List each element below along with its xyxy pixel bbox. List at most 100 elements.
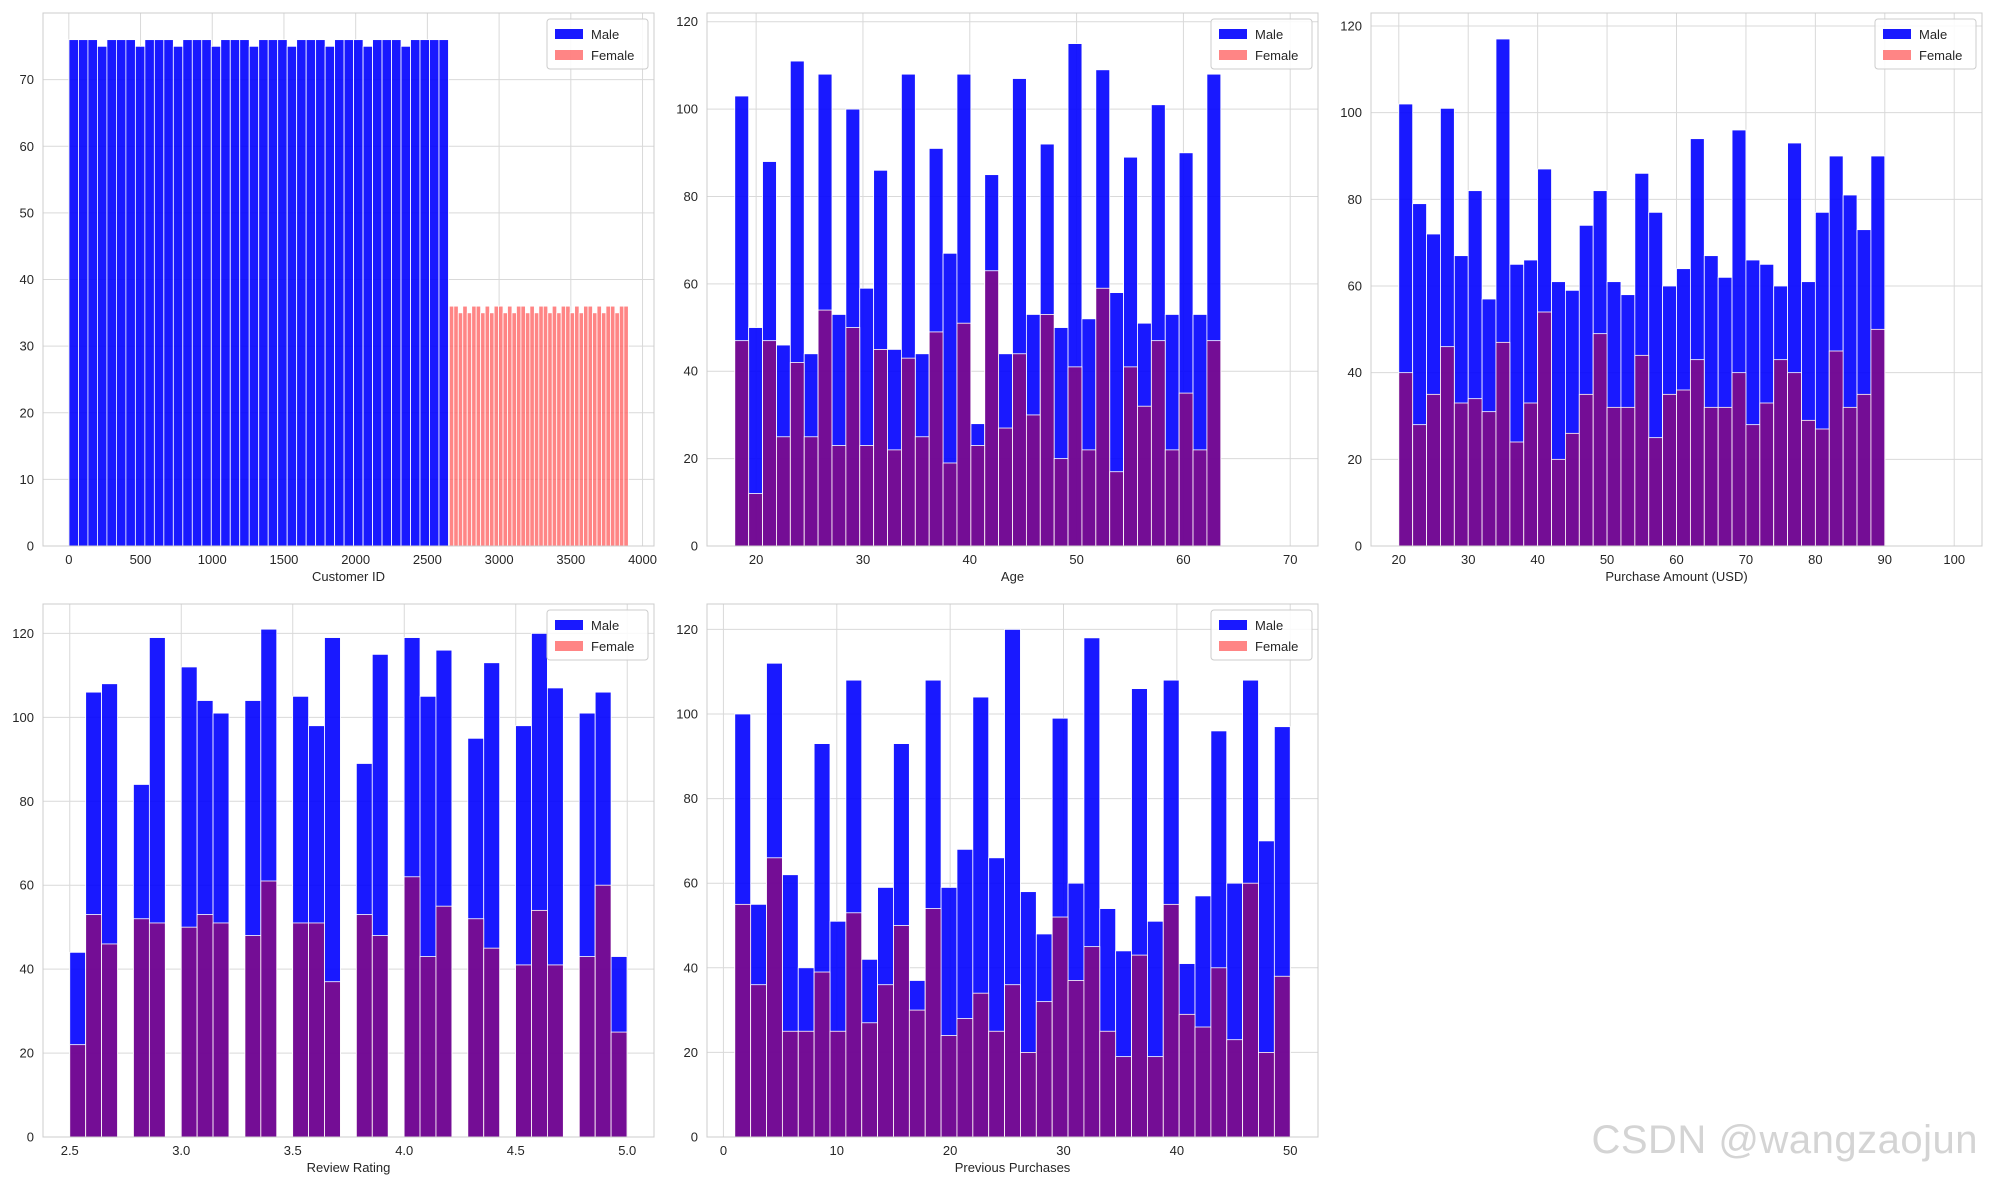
female-bar	[893, 925, 910, 1138]
y-tick-label: 40	[20, 272, 34, 287]
female-bar	[1012, 353, 1027, 547]
male-bar	[391, 39, 402, 547]
y-tick-label: 120	[676, 622, 698, 637]
female-bar	[817, 309, 833, 547]
male-bar	[248, 45, 260, 547]
female-bar	[1020, 1051, 1037, 1138]
male-bar	[372, 39, 383, 547]
y-tick-label: 60	[684, 276, 698, 291]
female-bar	[583, 305, 589, 547]
male-bar	[277, 39, 288, 547]
female-bar	[1109, 471, 1124, 547]
legend: Male Female	[1210, 609, 1313, 661]
female-bar	[587, 305, 593, 547]
male-bar	[78, 39, 89, 547]
female-bar	[1426, 393, 1441, 547]
legend-label-female: Female	[1255, 639, 1298, 654]
female-bar	[1689, 359, 1705, 547]
female-bar	[1123, 366, 1138, 547]
female-bar	[180, 926, 198, 1138]
female-bar	[466, 312, 473, 547]
female-bar	[435, 905, 453, 1138]
female-bar	[1210, 967, 1228, 1138]
legend: Male Female	[1210, 18, 1313, 70]
x-tick-label: 4.0	[395, 1143, 413, 1158]
female-bar	[371, 935, 389, 1138]
female-bar	[1067, 980, 1085, 1138]
female-bar	[877, 984, 894, 1138]
female-bar	[1676, 389, 1691, 547]
y-tick-label: 80	[684, 189, 698, 204]
axes-frame	[706, 12, 1319, 547]
female-bar	[529, 305, 535, 547]
female-bar	[1440, 346, 1455, 547]
legend: Male Female	[1874, 18, 1977, 70]
female-bar	[1551, 458, 1566, 547]
female-bar	[750, 984, 767, 1138]
female-bar	[1194, 1026, 1212, 1138]
female-bar	[762, 340, 777, 547]
y-tick-label: 80	[20, 794, 34, 809]
female-bar	[419, 956, 437, 1138]
female-bar	[972, 992, 990, 1138]
subplot-2: 20 30 40 50 60 70 0 20 40 60 80 100 120 Age Male Female	[676, 12, 1319, 584]
male-bar	[210, 45, 222, 547]
female-bar	[1620, 406, 1636, 547]
y-tick-label: 0	[691, 539, 698, 554]
female-bar	[1150, 340, 1166, 547]
female-bar	[578, 312, 584, 547]
legend-label-female: Female	[1255, 48, 1298, 63]
female-bar	[605, 305, 611, 547]
axes-frame	[1370, 12, 1983, 547]
y-tick-label: 40	[684, 364, 698, 379]
male-bar	[296, 39, 307, 547]
x-tick-label: 80	[1808, 552, 1822, 567]
female-bar	[984, 270, 1000, 547]
male-bar	[182, 39, 193, 547]
y-tick-label: 40	[20, 962, 34, 977]
female-bar	[462, 305, 468, 547]
female-bar	[1242, 882, 1259, 1138]
female-bar	[1398, 372, 1414, 547]
legend-swatch-male	[1219, 29, 1247, 39]
female-bar	[1051, 916, 1069, 1138]
female-bar	[471, 305, 477, 547]
x-axis-label: Customer ID	[312, 569, 385, 584]
subplot-1: 0 500 1000 1500 2000 2500 3000 3500 4000 0 10 20 30 4…	[20, 12, 657, 584]
female-bar	[887, 449, 902, 547]
y-tick-label: 60	[684, 876, 698, 891]
female-bar	[1592, 333, 1608, 547]
female-bar	[789, 362, 805, 547]
female-bar	[1606, 406, 1622, 547]
female-bar	[457, 312, 464, 547]
legend-label-male: Male	[591, 27, 619, 42]
female-bar	[1162, 903, 1180, 1138]
y-tick-label: 80	[684, 791, 698, 806]
x-tick-label: 100	[1943, 552, 1965, 567]
x-tick-label: 20	[943, 1143, 957, 1158]
y-tick-label: 120	[676, 14, 698, 29]
female-bar	[797, 1030, 815, 1138]
y-tick-label: 0	[1355, 539, 1362, 554]
female-bar	[1703, 406, 1719, 547]
female-bar	[515, 964, 532, 1138]
male-bar	[343, 39, 354, 547]
female-bar	[1481, 411, 1497, 547]
y-tick-label: 20	[20, 405, 34, 420]
y-tick-label: 40	[1348, 365, 1362, 380]
female-bar	[484, 305, 491, 547]
female-bar	[1453, 402, 1469, 547]
y-tick-label: 50	[20, 205, 34, 220]
female-bar	[1509, 441, 1525, 547]
female-bar	[101, 943, 118, 1138]
x-tick-label: 3.5	[284, 1143, 302, 1158]
male-bar	[191, 39, 203, 547]
y-tick-label: 20	[1348, 452, 1362, 467]
x-tick-label: 70	[1739, 552, 1753, 567]
female-bar	[803, 436, 819, 547]
female-bar	[493, 305, 499, 547]
female-bar	[148, 922, 166, 1138]
female-bar	[85, 914, 103, 1138]
female-bar	[1025, 414, 1041, 547]
axes-frame	[706, 603, 1319, 1138]
